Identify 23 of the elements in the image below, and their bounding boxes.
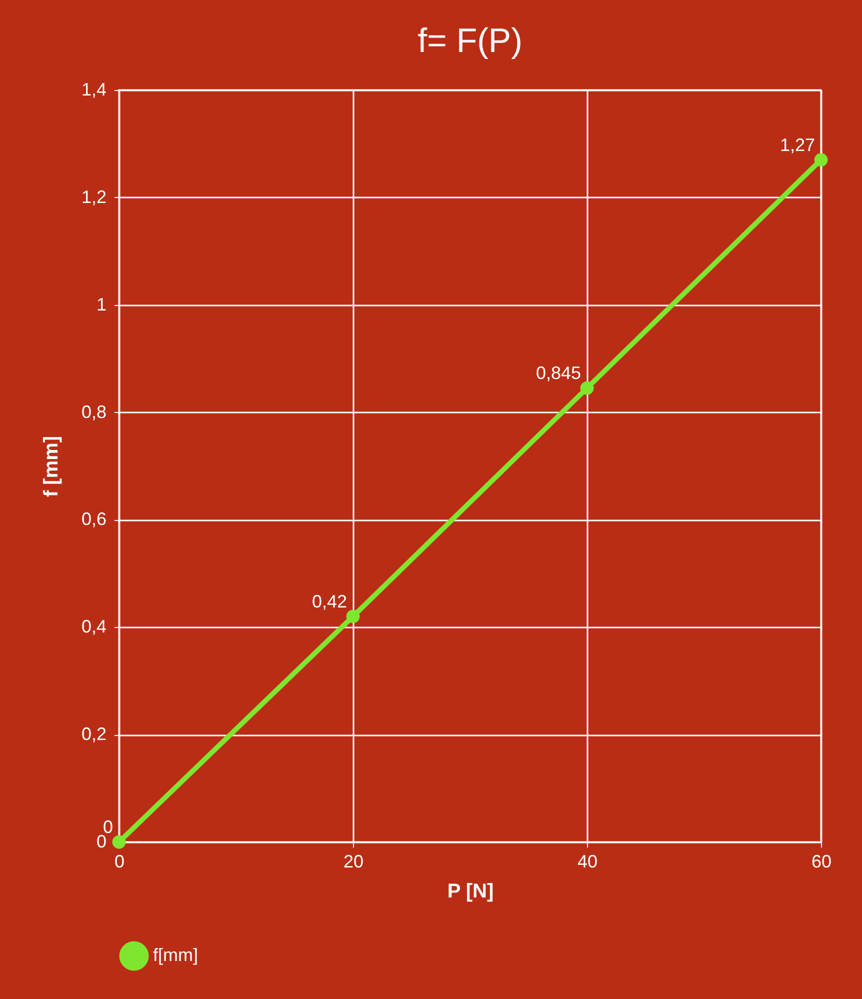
x-tick-label: 20 xyxy=(343,852,364,872)
data-label: 0,42 xyxy=(312,591,347,612)
x-tick-label: 0 xyxy=(114,852,125,872)
data-label: 0,845 xyxy=(536,363,581,384)
x-tick-label: 40 xyxy=(577,852,598,872)
x-axis-title: P [N] xyxy=(447,880,494,902)
y-tick-label: 1,4 xyxy=(81,80,106,100)
point xyxy=(112,835,126,849)
y-tick-label: 0,2 xyxy=(81,724,106,744)
y-tick-label: 1,2 xyxy=(81,186,106,207)
y-tick-label: 0,4 xyxy=(81,616,106,637)
point xyxy=(814,153,828,167)
y-tick-label: 1 xyxy=(96,294,106,314)
y-tick-label: 0 xyxy=(96,832,106,852)
y-tick-label: 0,6 xyxy=(81,509,106,530)
y-axis-title: f [mm] xyxy=(40,436,62,498)
point xyxy=(346,610,360,624)
data-label: 1,27 xyxy=(780,134,815,155)
legend-label: f[mm] xyxy=(153,945,198,965)
y-tick-label: 0,8 xyxy=(81,402,106,422)
point xyxy=(580,381,594,395)
chart-title: f= F(P) xyxy=(418,22,522,60)
x-tick-label: 60 xyxy=(811,852,832,872)
